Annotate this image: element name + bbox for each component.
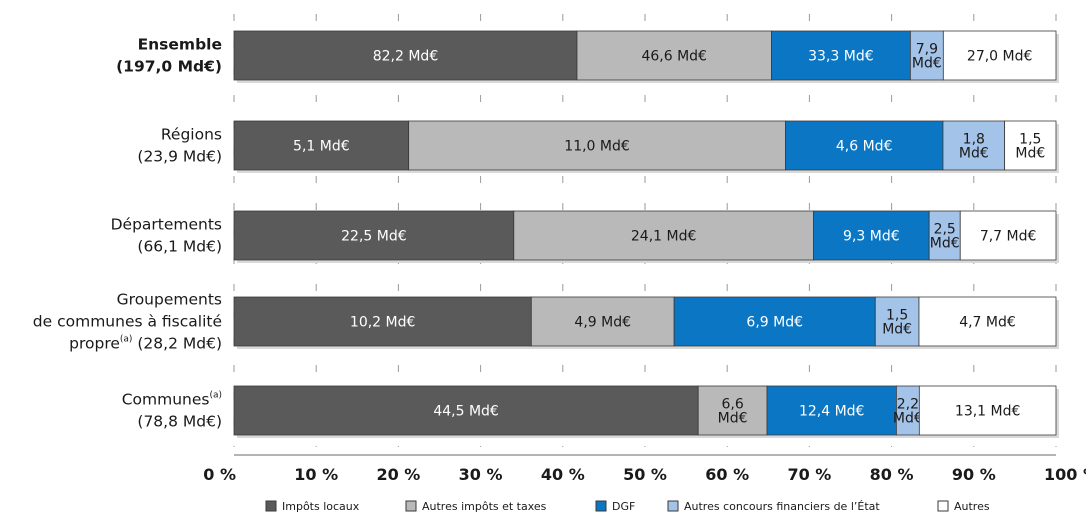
x-tick-label: 20 % — [376, 465, 420, 484]
bar-segment — [513, 210, 814, 261]
bar-segment — [233, 210, 515, 261]
category-labels: Ensemble (197,0 Md€) Régions (23,9 Md€) Dépa… — [33, 36, 222, 431]
legend-swatch — [405, 500, 417, 512]
bar-value-label: 7,7 Md€ — [980, 229, 1037, 245]
bar-value-label: 1,5 Md€ — [1015, 132, 1045, 162]
bar-segment — [233, 385, 699, 436]
bar-segment — [233, 120, 410, 171]
bar-segment — [530, 296, 675, 347]
bar-value-label: 82,2 Md€ — [373, 49, 439, 65]
legend: Impôts locaux Autres impôts et taxes DGF Au… — [265, 500, 990, 513]
x-tick-label: 80 % — [870, 465, 914, 484]
bar-segment — [918, 296, 1057, 347]
bar-value-label: 7,9 Md€ — [912, 42, 942, 72]
bar-value-label: 4,7 Md€ — [959, 315, 1016, 331]
bar-value-label: 24,1 Md€ — [631, 229, 697, 245]
bar-value-label: 1,8 Md€ — [959, 132, 989, 162]
bar-segment — [918, 385, 1057, 436]
bar-value-label: 6,9 Md€ — [746, 315, 803, 331]
bar-segment — [697, 385, 768, 436]
bar-value-label: 4,6 Md€ — [836, 139, 893, 155]
legend-swatch — [667, 500, 679, 512]
legend-label: DGF — [612, 500, 635, 513]
legend-label: Autres — [954, 500, 990, 513]
legend-swatch — [265, 500, 277, 512]
bar-value-label: 9,3 Md€ — [843, 229, 900, 245]
legend-label: Impôts locaux — [282, 500, 360, 513]
bar-segment — [959, 210, 1057, 261]
category-label: Groupements de communes à fiscalité propre… — [33, 291, 222, 353]
bar-value-label: 46,6 Md€ — [641, 49, 707, 65]
bar-value-label: 12,4 Md€ — [799, 404, 865, 420]
category-label: Ensemble (197,0 Md€) — [116, 36, 222, 76]
bars: 82,2 Md€ 46,6 Md€ 33,3 Md€ 7,9 Md€ 27,0 Md€ 5,… — [233, 30, 1059, 438]
bar-segment — [942, 30, 1057, 81]
bar-value-label: 2,2 Md€ — [893, 397, 923, 427]
bar-value-label: 2,5 Md€ — [930, 222, 960, 252]
bar-segment — [785, 120, 944, 171]
bar-segment — [771, 30, 911, 81]
x-axis: 0 % 10 % 20 % 30 % 40 % 50 % 60 % 70 % 80 % 90 % 1… — [203, 454, 1086, 484]
legend-swatch — [595, 500, 607, 512]
x-tick-label: 90 % — [952, 465, 996, 484]
category-label: Départements (66,1 Md€) — [111, 216, 222, 256]
x-tick-label: 0 % — [203, 465, 236, 484]
bar-value-label: 5,1 Md€ — [293, 139, 350, 155]
bar-value-label: 27,0 Md€ — [967, 49, 1033, 65]
bar-segment — [233, 296, 532, 347]
x-tick-label: 70 % — [787, 465, 831, 484]
bar-segment — [942, 120, 1006, 171]
legend-swatch — [937, 500, 949, 512]
bar-value-label: 44,5 Md€ — [433, 404, 499, 420]
bar-value-label: 22,5 Md€ — [341, 229, 407, 245]
bar-value-label: 6,6 Md€ — [718, 397, 748, 427]
legend-label: Autres impôts et taxes — [422, 500, 547, 513]
x-tick-label: 40 % — [541, 465, 585, 484]
bar-value-label: 10,2 Md€ — [350, 315, 416, 331]
bar-segment — [673, 296, 876, 347]
bar-segment — [576, 30, 772, 81]
x-tick-label: 10 % — [294, 465, 338, 484]
category-label: Communes(a) (78,8 Md€) — [122, 391, 222, 431]
x-tick-label: 100 % — [1044, 465, 1086, 484]
bar-value-label: 11,0 Md€ — [564, 139, 630, 155]
x-tick-label: 60 % — [705, 465, 749, 484]
x-tick-label: 30 % — [459, 465, 503, 484]
x-tick-label: 50 % — [623, 465, 667, 484]
legend-label: Autres concours financiers de l’État — [684, 500, 880, 513]
bar-segment — [766, 385, 897, 436]
bar-value-label: 13,1 Md€ — [955, 404, 1021, 420]
bar-value-label: 1,5 Md€ — [882, 308, 912, 338]
bar-segment — [874, 296, 920, 347]
bar-value-label: 33,3 Md€ — [808, 49, 874, 65]
bar-segment — [408, 120, 786, 171]
bar-value-label: 4,9 Md€ — [574, 315, 631, 331]
category-label: Régions (23,9 Md€) — [137, 126, 222, 166]
bar-segment — [1004, 120, 1057, 171]
